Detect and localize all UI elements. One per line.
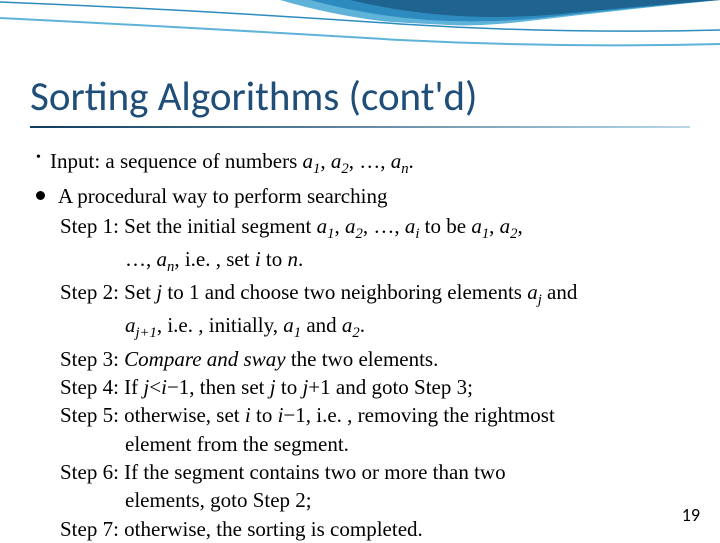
step-5: Step 5: otherwise, set i to i−1, i.e. , … bbox=[30, 401, 690, 429]
step-5-cont: element from the segment. bbox=[30, 430, 690, 458]
input-label: Input: a sequence of numbers bbox=[50, 149, 303, 173]
step-2-cont: aj+1, i.e. , initially, a1 and a2. bbox=[30, 311, 690, 344]
step-7: Step 7: otherwise, the sorting is comple… bbox=[30, 515, 690, 543]
step-6: Step 6: If the segment contains two or m… bbox=[30, 458, 690, 486]
step-3: Step 3: Compare and sway the two element… bbox=[30, 345, 690, 373]
procedural-line: A procedural way to perform searching bbox=[30, 182, 690, 210]
title-underline bbox=[30, 126, 690, 128]
slide-body: Input: a sequence of numbers a1, a2, …, … bbox=[30, 147, 690, 543]
slide-content: Sorting Algorithms (cont'd) Input: a seq… bbox=[0, 0, 720, 540]
step-2: Step 2: Set j to 1 and choose two neighb… bbox=[30, 278, 690, 311]
input-line: Input: a sequence of numbers a1, a2, …, … bbox=[30, 147, 690, 180]
step-6-cont: elements, goto Step 2; bbox=[30, 486, 690, 514]
slide-title: Sorting Algorithms (cont'd) bbox=[30, 72, 690, 122]
step-1: Step 1: Set the initial segment a1, a2, … bbox=[30, 212, 690, 245]
step-1-cont: …, an, i.e. , set i to n. bbox=[30, 245, 690, 278]
step-4: Step 4: If j<i−1, then set j to j+1 and … bbox=[30, 373, 690, 401]
